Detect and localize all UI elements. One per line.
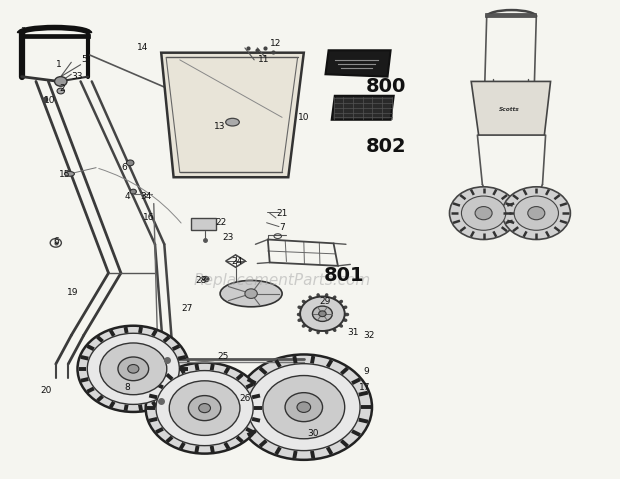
Ellipse shape (528, 206, 545, 220)
Text: 33: 33 (72, 72, 83, 81)
Text: Scotts: Scotts (499, 107, 520, 112)
Polygon shape (485, 13, 536, 17)
Text: 17: 17 (359, 383, 370, 391)
Text: 31: 31 (348, 329, 359, 337)
Ellipse shape (146, 363, 264, 454)
Ellipse shape (100, 343, 167, 395)
Ellipse shape (461, 196, 506, 230)
Ellipse shape (128, 365, 139, 373)
Ellipse shape (297, 402, 311, 412)
Ellipse shape (55, 77, 67, 86)
Ellipse shape (188, 396, 221, 421)
Text: 24: 24 (231, 257, 242, 265)
Ellipse shape (87, 333, 179, 404)
Text: 15: 15 (60, 171, 71, 179)
Text: 13: 13 (215, 123, 226, 131)
Text: 11: 11 (258, 56, 269, 64)
Ellipse shape (126, 160, 134, 166)
Text: 2: 2 (59, 84, 65, 93)
Text: 27: 27 (182, 305, 193, 313)
Text: 22: 22 (216, 218, 227, 227)
Text: 26: 26 (239, 394, 250, 403)
Ellipse shape (263, 376, 345, 439)
Text: 8: 8 (124, 384, 130, 392)
Ellipse shape (64, 171, 74, 176)
Ellipse shape (156, 371, 253, 445)
Ellipse shape (319, 311, 326, 317)
Ellipse shape (312, 306, 332, 321)
Polygon shape (326, 50, 391, 77)
Text: 14: 14 (137, 44, 148, 52)
Ellipse shape (514, 196, 559, 230)
Text: 21: 21 (277, 209, 288, 217)
Text: 4: 4 (124, 192, 130, 201)
Text: ReplacementParts.com: ReplacementParts.com (193, 273, 371, 288)
Text: 5: 5 (81, 56, 87, 64)
Text: 28: 28 (196, 276, 207, 285)
Polygon shape (20, 34, 90, 38)
Text: 25: 25 (218, 353, 229, 361)
Text: 23: 23 (223, 233, 234, 241)
Text: 6: 6 (53, 238, 59, 246)
Text: 12: 12 (270, 39, 281, 47)
Ellipse shape (502, 187, 570, 240)
Text: 802: 802 (365, 137, 406, 156)
Ellipse shape (236, 354, 372, 460)
Polygon shape (161, 53, 304, 177)
Text: 32: 32 (363, 331, 374, 340)
Text: 10: 10 (44, 96, 55, 105)
Text: 3: 3 (20, 27, 27, 35)
Ellipse shape (220, 281, 282, 307)
Text: 1: 1 (56, 60, 62, 69)
Text: 19: 19 (68, 288, 79, 297)
Ellipse shape (130, 189, 136, 194)
Text: 10: 10 (298, 113, 309, 122)
Text: 16: 16 (143, 214, 154, 222)
Ellipse shape (245, 289, 257, 298)
Text: 6: 6 (121, 163, 127, 172)
Text: 801: 801 (324, 266, 365, 285)
Ellipse shape (450, 187, 518, 240)
Text: 20: 20 (41, 386, 52, 395)
Text: 30: 30 (308, 429, 319, 438)
Text: 29: 29 (320, 297, 331, 306)
Ellipse shape (247, 364, 360, 451)
Ellipse shape (300, 297, 345, 331)
Ellipse shape (169, 381, 240, 435)
Text: 34: 34 (140, 192, 151, 201)
Ellipse shape (285, 393, 322, 422)
Ellipse shape (199, 403, 211, 413)
Ellipse shape (57, 88, 64, 94)
Ellipse shape (78, 326, 189, 412)
Text: 800: 800 (365, 77, 406, 96)
Polygon shape (191, 218, 216, 230)
Polygon shape (471, 81, 551, 135)
Text: 9: 9 (363, 367, 369, 376)
Text: 7: 7 (279, 223, 285, 232)
Ellipse shape (226, 118, 239, 126)
Ellipse shape (118, 357, 149, 381)
Polygon shape (332, 96, 394, 120)
Ellipse shape (475, 206, 492, 220)
